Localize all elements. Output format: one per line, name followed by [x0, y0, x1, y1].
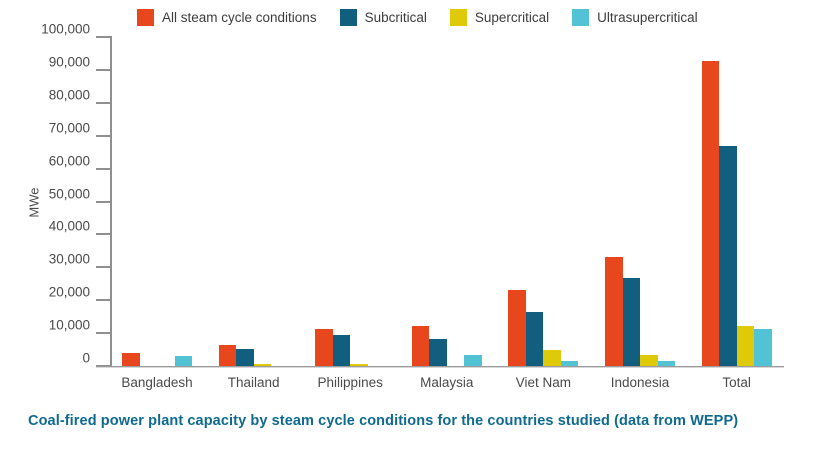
bar — [543, 349, 561, 366]
legend-label: All steam cycle conditions — [162, 10, 317, 25]
bar — [719, 145, 737, 366]
legend-swatch-icon — [449, 9, 467, 26]
y-axis-tick-label: 70,000 — [48, 120, 90, 136]
bar — [332, 335, 351, 366]
bar-group-indonesia — [605, 256, 675, 366]
bar-group-philippines — [315, 329, 385, 366]
chart-legend: All steam cycle conditions Subcritical Sup… — [137, 9, 698, 26]
bar — [464, 355, 482, 366]
x-axis-category-label: Indonesia — [610, 375, 670, 390]
bar — [640, 355, 658, 366]
legend-swatch-icon — [339, 9, 357, 26]
bar — [508, 289, 526, 366]
y-axis-tick — [96, 68, 110, 71]
bar — [525, 312, 544, 366]
x-axis-category-label: Philippines — [317, 375, 383, 390]
y-axis-tick — [96, 36, 110, 38]
figure-caption: Coal-fired power plant capacity by steam… — [28, 413, 739, 429]
bar — [253, 363, 272, 366]
x-axis-category-label: Thailand — [227, 375, 280, 390]
y-axis-tick-label: 40,000 — [48, 218, 90, 234]
x-axis-category-label: Total — [722, 375, 751, 390]
bar-group-bangladesh — [122, 352, 192, 366]
x-axis-category-label: Malaysia — [420, 375, 474, 390]
legend-label: Subcritical — [364, 10, 427, 25]
y-axis-tick-label: 50,000 — [48, 186, 90, 201]
legend-label: Ultrasupercritical — [597, 10, 698, 25]
y-axis-tick — [96, 233, 110, 236]
bar — [736, 325, 755, 366]
bar — [236, 349, 254, 366]
y-axis-tick — [96, 167, 110, 170]
y-axis-tick-label: 10,000 — [48, 317, 90, 333]
y-axis-tick — [96, 332, 110, 335]
y-axis-tick-label: 80,000 — [48, 87, 90, 103]
y-axis-tick-label: 60,000 — [48, 153, 90, 169]
bar — [605, 256, 623, 366]
bar-group-viet-nam — [508, 289, 579, 366]
y-axis-tick-label: 90,000 — [48, 54, 90, 70]
legend-label: Supercritical — [474, 10, 550, 25]
y-axis-tick-label: 100,000 — [41, 21, 90, 37]
bar — [701, 61, 720, 366]
y-axis-tick-label: 20,000 — [48, 284, 90, 300]
y-axis-tick-label: 30,000 — [48, 251, 90, 267]
legend-swatch-icon — [137, 9, 154, 26]
x-axis-category-label: Bangladesh — [121, 375, 193, 390]
legend-item: Supercritical — [449, 9, 550, 26]
bar — [315, 329, 333, 366]
legend-swatch-icon — [572, 9, 590, 26]
y-axis-tick — [96, 101, 110, 104]
y-axis-tick-label: 0 — [82, 350, 90, 366]
x-axis-category-label: Viet Nam — [515, 375, 572, 390]
bar — [429, 339, 447, 366]
bar — [657, 361, 675, 366]
legend-item: All steam cycle conditions — [137, 9, 317, 26]
bar — [411, 325, 430, 366]
plot-area: 0 10,000 20,000 30,000 40,000 50,000 60,000 70,… — [41, 22, 804, 390]
x-axis-line — [96, 366, 784, 368]
y-axis-tick — [96, 200, 110, 203]
bar — [560, 360, 579, 366]
y-axis-line — [110, 36, 112, 366]
bar — [122, 352, 140, 366]
y-axis-tick — [96, 266, 110, 269]
y-axis-tick — [96, 299, 110, 302]
bar — [350, 363, 368, 366]
bar — [218, 345, 237, 366]
legend-item: Ultrasupercritical — [572, 9, 698, 26]
bar-group-malaysia — [411, 325, 482, 366]
bar — [174, 356, 192, 366]
bar — [754, 329, 772, 366]
bar — [622, 277, 640, 366]
bar-group-total — [701, 61, 772, 366]
legend-item: Subcritical — [339, 9, 427, 26]
y-axis-tick — [96, 134, 110, 137]
bar-group-thailand — [218, 345, 289, 366]
